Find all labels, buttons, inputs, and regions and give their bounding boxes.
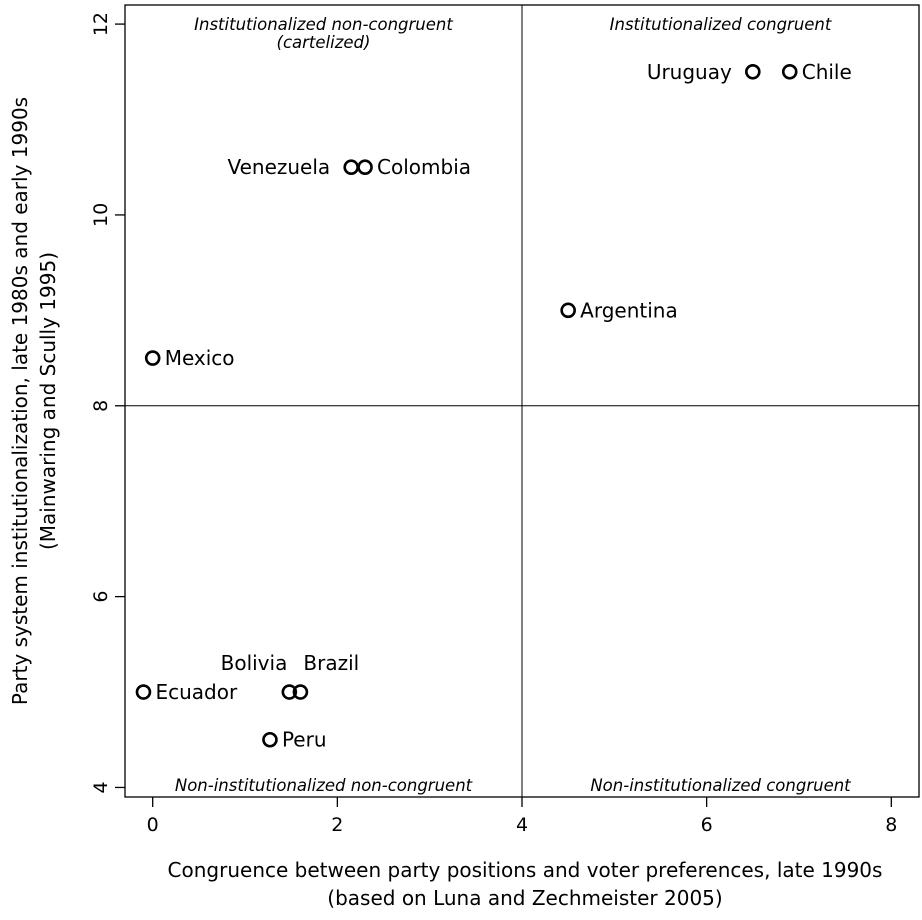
- x-tick-label: 6: [701, 814, 713, 836]
- data-point-label: Colombia: [377, 155, 471, 179]
- data-point-label: Ecuador: [155, 680, 237, 704]
- y-tick-label: 6: [90, 591, 112, 603]
- quadrant-label-top-left: Institutionalized non-congruent: [194, 15, 453, 34]
- data-point: [135, 684, 152, 700]
- data-point-label: Argentina: [580, 298, 678, 322]
- quadrant-label-top-right: Institutionalized congruent: [610, 15, 832, 34]
- data-point: [281, 684, 298, 700]
- data-point-label: Uruguay: [647, 60, 732, 84]
- data-point: [781, 63, 798, 80]
- data-point-label: Chile: [802, 60, 852, 84]
- quadrant-label-top-left: (cartelized): [277, 33, 371, 52]
- x-axis-label: Congruence between party positions and v…: [168, 858, 883, 882]
- data-point: [343, 159, 359, 176]
- data-point: [745, 63, 761, 80]
- y-axis-label-source: (Mainwaring and Scully 1995): [36, 252, 60, 550]
- data-point-label: Mexico: [165, 346, 235, 370]
- data-point: [357, 159, 373, 176]
- x-tick-label: 8: [885, 814, 897, 836]
- y-tick-label: 8: [90, 400, 112, 412]
- quadrant-label-bottom-right: Non-institutionalized congruent: [590, 776, 851, 795]
- data-point: [262, 731, 278, 748]
- data-point: [144, 350, 161, 366]
- data-point-label: Venezuela: [227, 155, 330, 179]
- data-point-label: Bolivia: [221, 651, 288, 675]
- data-point-label: Peru: [282, 728, 327, 752]
- y-tick-label: 4: [90, 781, 112, 793]
- quadrant-label-bottom-left: Non-institutionalized non-congruent: [175, 776, 473, 795]
- y-tick-label: 10: [90, 203, 112, 227]
- data-point: [292, 684, 309, 700]
- x-tick-label: 4: [516, 814, 528, 836]
- x-tick-label: 0: [147, 814, 159, 836]
- y-tick-label: 12: [90, 12, 112, 36]
- data-point-label: Brazil: [303, 651, 359, 675]
- x-tick-label: 2: [331, 814, 343, 836]
- y-axis-label: Party system institutionalization, late …: [8, 97, 32, 705]
- data-point: [560, 302, 576, 319]
- x-axis-label-source: (based on Luna and Zechmeister 2005): [327, 886, 722, 910]
